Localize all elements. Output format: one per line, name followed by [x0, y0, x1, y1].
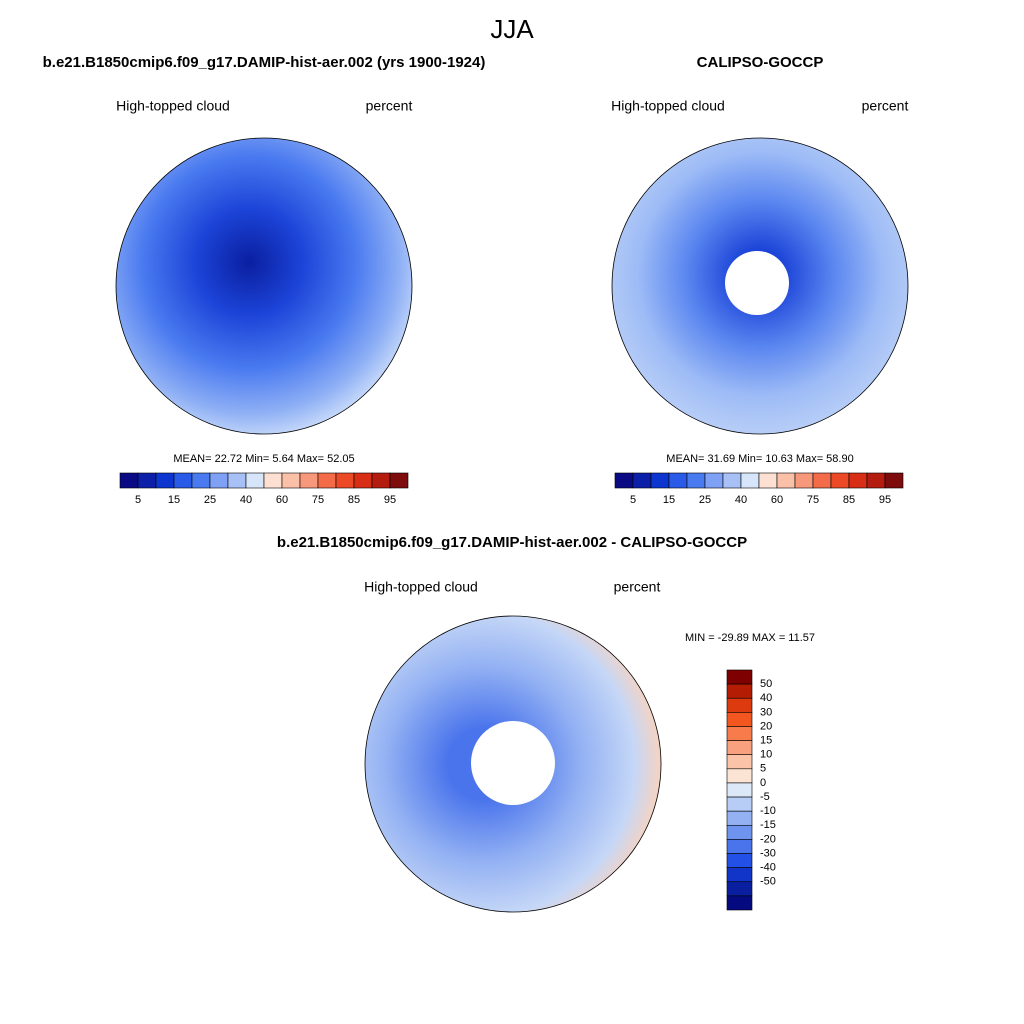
- colorbar-label: 25: [204, 494, 216, 506]
- colorbar-box: [726, 881, 753, 897]
- colorbar-label: 5: [760, 763, 766, 775]
- colorbar-label: 40: [240, 494, 252, 506]
- colorbar-label: 20: [760, 720, 772, 732]
- colorbar-box: [668, 472, 688, 489]
- colorbar-label: -40: [760, 862, 776, 874]
- colorbar-box: [726, 839, 753, 854]
- colorbar-label: 95: [384, 494, 396, 506]
- colorbar-box: [758, 472, 778, 489]
- colorbar-label: 40: [735, 494, 747, 506]
- colorbar-box: [726, 726, 753, 741]
- missing-data-hole: [725, 251, 789, 315]
- colorbar-box: [227, 472, 247, 489]
- colorbar-box: [726, 683, 753, 699]
- colorbar-label: 0: [760, 777, 766, 789]
- colorbar-label: 60: [771, 494, 783, 506]
- colorbar-label: 75: [312, 494, 324, 506]
- colorbar-box: [335, 472, 355, 489]
- colorbar-box: [371, 472, 391, 489]
- colorbar-label: 5: [135, 494, 141, 506]
- polar-map: [115, 137, 413, 435]
- variable-label: High-topped cloud: [364, 579, 478, 595]
- colorbar-label: 30: [760, 706, 772, 718]
- colorbar-box: [209, 472, 229, 489]
- colorbar-box: [794, 472, 814, 489]
- colorbar-box: [191, 472, 211, 489]
- colorbar-box: [726, 754, 753, 770]
- colorbar-box: [726, 782, 753, 798]
- colorbar-box: [155, 472, 175, 489]
- colorbar-box: [632, 472, 652, 489]
- colorbar-label: -10: [760, 805, 776, 817]
- colorbar-box: [726, 824, 753, 840]
- units-label: percent: [614, 579, 661, 595]
- colorbar-box: [848, 472, 868, 489]
- colorbar-box: [726, 810, 753, 826]
- colorbar-label: 10: [760, 749, 772, 761]
- variable-label: High-topped cloud: [116, 98, 230, 114]
- colorbar-label: 85: [348, 494, 360, 506]
- colorbar-box: [726, 853, 753, 868]
- colorbar-label: 85: [843, 494, 855, 506]
- units-label: percent: [366, 98, 413, 114]
- colorbar-box: [686, 472, 706, 489]
- colorbar-box: [389, 472, 409, 489]
- stats: MEAN= 22.72 Min= 5.64 Max= 52.05: [173, 453, 354, 465]
- colorbar-box: [726, 697, 753, 713]
- colorbar-label: -20: [760, 833, 776, 845]
- colorbar-label: 40: [760, 692, 772, 704]
- colorbar-box: [245, 472, 265, 489]
- colorbar-box: [353, 472, 373, 489]
- colorbar-box: [830, 472, 850, 489]
- colorbar-box: [137, 472, 157, 489]
- colorbar-box: [726, 768, 753, 784]
- colorbar-box: [173, 472, 193, 489]
- stats: MIN = -29.89 MAX = 11.57: [685, 632, 815, 644]
- colorbar-box: [722, 472, 742, 489]
- colorbar-label: 5: [630, 494, 636, 506]
- colorbar-box: [281, 472, 301, 489]
- colorbar-label: 60: [276, 494, 288, 506]
- colorbar-box: [726, 867, 753, 883]
- panel-title: CALIPSO-GOCCP: [697, 54, 824, 71]
- colorbar-label: 15: [760, 734, 772, 746]
- colorbar-label: -50: [760, 876, 776, 888]
- colorbar-label: 15: [663, 494, 675, 506]
- figure-title: JJA: [490, 14, 534, 44]
- missing-data-hole: [471, 721, 555, 805]
- stats: MEAN= 31.69 Min= 10.63 Max= 58.90: [666, 453, 853, 465]
- colorbar-box: [726, 740, 753, 756]
- panel-title: b.e21.B1850cmip6.f09_g17.DAMIP-hist-aer.…: [277, 534, 747, 551]
- colorbar-label: 95: [879, 494, 891, 506]
- colorbar-box: [299, 472, 319, 489]
- variable-label: High-topped cloud: [611, 98, 725, 114]
- units-label: percent: [862, 98, 909, 114]
- colorbar-box: [726, 895, 753, 911]
- colorbar-box: [614, 472, 634, 489]
- colorbar-label: -15: [760, 819, 776, 831]
- colorbar-box: [726, 796, 753, 812]
- colorbar-label: 15: [168, 494, 180, 506]
- colorbar-box: [812, 472, 832, 489]
- colorbar-box: [726, 712, 753, 727]
- colorbar-label: 50: [760, 678, 772, 690]
- colorbar-box: [317, 472, 337, 489]
- colorbar-label: -5: [760, 791, 770, 803]
- colorbar-box: [726, 669, 753, 685]
- colorbar-box: [740, 472, 760, 489]
- panel-title: b.e21.B1850cmip6.f09_g17.DAMIP-hist-aer.…: [43, 54, 486, 71]
- colorbar-label: -30: [760, 847, 776, 859]
- colorbar-box: [866, 472, 886, 489]
- colorbar-label: 75: [807, 494, 819, 506]
- colorbar-box: [884, 472, 904, 489]
- colorbar-box: [119, 472, 139, 489]
- colorbar-box: [650, 472, 670, 489]
- colorbar-box: [776, 472, 796, 489]
- colorbar-label: 25: [699, 494, 711, 506]
- colorbar-box: [263, 472, 283, 489]
- colorbar-box: [704, 472, 724, 489]
